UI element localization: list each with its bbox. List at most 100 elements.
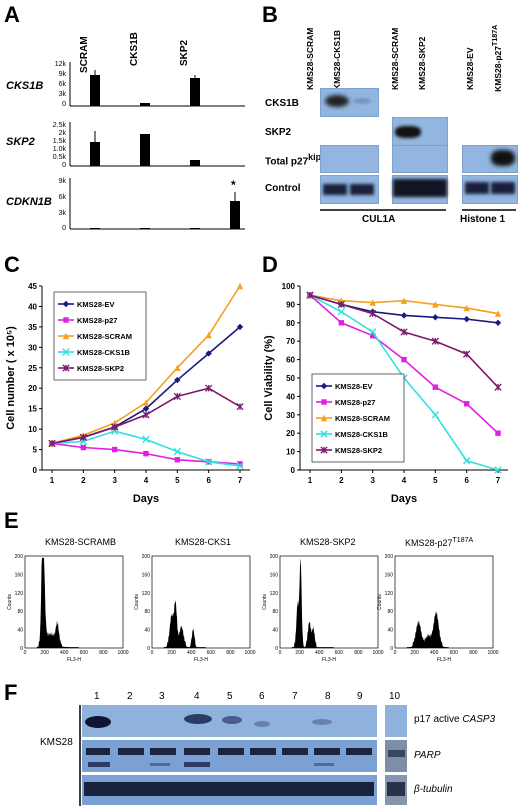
cell-line-label: KMS28	[40, 737, 73, 748]
flow-y-tick: 80	[144, 609, 150, 615]
flow-x-tick: 1000	[487, 650, 498, 656]
bar-cdkn1b-skp2	[190, 228, 200, 229]
blot-control-2	[392, 175, 448, 204]
flow-x-tick: 1000	[244, 650, 255, 656]
lane-number: 2	[127, 691, 133, 702]
significance-star: *	[231, 178, 236, 192]
point	[48, 439, 56, 448]
y-tick-label: 20	[28, 384, 37, 393]
panel-letter-a: A	[4, 2, 20, 27]
flow-x-tick: 800	[469, 650, 478, 656]
point	[80, 444, 87, 451]
point	[462, 457, 471, 465]
point	[79, 433, 87, 441]
point	[337, 308, 346, 316]
point	[237, 461, 243, 467]
y-tick-label: 5	[33, 446, 38, 455]
flow-x-label: FL3-H	[437, 657, 451, 663]
blot-skp2	[392, 117, 448, 147]
y-tick-label: 40	[286, 392, 295, 401]
flow-x-tick: 800	[354, 650, 363, 656]
flow-title-scramb: KMS28-SCRAMB	[45, 537, 117, 547]
point	[400, 312, 408, 319]
flow-x-tick: 400	[430, 650, 439, 656]
flow-y-tick: 120	[270, 591, 279, 597]
blot-p27-3	[462, 145, 518, 173]
flow-x-tick: 600	[450, 650, 459, 656]
gene-cks1b: CKS1B	[6, 80, 44, 92]
flow-y-tick: 80	[387, 609, 393, 615]
label-tubulin: β-tubulin	[414, 784, 453, 795]
flow-x-tick: 0	[24, 650, 27, 656]
x-tick-label: 5	[175, 476, 180, 485]
point	[431, 337, 439, 345]
flow-x-tick: 200	[410, 650, 419, 656]
point	[320, 446, 328, 454]
chart-d: 0 10 20 30 40 50 60 70 80 90 100 1 2 3 4 5 6 7 Days Cell Vi…	[263, 282, 508, 505]
panel-letter-f: F	[4, 680, 18, 705]
bar-cks1b-scram	[90, 75, 100, 106]
flow-y-tick: 200	[270, 554, 279, 560]
flow-y-tick: 0	[20, 646, 23, 652]
point	[236, 402, 244, 411]
flow-x-tick: 0	[394, 650, 397, 656]
bar-skp2-scram	[90, 142, 100, 166]
lane-number: 4	[194, 691, 200, 702]
tick: 2k	[58, 130, 66, 137]
tick: 12k	[54, 61, 66, 68]
y-tick-label: 70	[286, 337, 295, 346]
point	[320, 414, 328, 422]
flow-x-tick: 1000	[372, 650, 383, 656]
point	[432, 314, 439, 321]
point	[337, 300, 345, 309]
point	[205, 350, 212, 357]
point	[369, 332, 376, 339]
x-tick-label: 4	[402, 476, 407, 485]
tick: 0	[62, 101, 66, 108]
y-tick-label: 15	[28, 405, 37, 414]
tick: 1.0k	[52, 146, 66, 153]
flow-y-tick: 80	[272, 609, 278, 615]
legend-label: KMS28-SCRAM	[335, 414, 390, 423]
panel-letter-b: B	[262, 2, 278, 27]
legend-label: KMS28-EV	[335, 382, 373, 391]
point	[236, 282, 244, 290]
y-tick-label: 60	[286, 356, 295, 365]
point	[463, 315, 470, 323]
flow-x-tick: 0	[279, 650, 282, 656]
panel-a-bars	[69, 62, 245, 230]
point	[236, 462, 244, 470]
x-tick-label: 7	[238, 476, 243, 485]
flow-x-tick: 600	[335, 650, 344, 656]
panel-letter-c: C	[4, 252, 20, 277]
flow-histogram-fill	[25, 557, 123, 648]
gene-skp2: SKP2	[6, 136, 35, 148]
flow-title-p27: KMS28-p27T187A	[405, 537, 474, 548]
x-tick-label: 5	[433, 476, 438, 485]
flow-x-tick: 1000	[117, 650, 128, 656]
point	[174, 376, 181, 384]
point	[62, 300, 70, 308]
y-axis-label: Cell Viability (%)	[263, 335, 275, 421]
tick: 6k	[58, 194, 66, 201]
flow-frame	[394, 555, 494, 649]
flow-x-label: FL3-H	[67, 657, 81, 663]
blot-p27-1	[320, 145, 379, 173]
y-tick-label: 40	[28, 302, 37, 311]
lane-number: 7	[292, 691, 298, 702]
point	[494, 383, 502, 391]
point	[400, 328, 408, 336]
lane-number: 5	[227, 691, 233, 702]
y-tick-label: 50	[286, 374, 295, 383]
tick: 0	[62, 225, 66, 232]
flow-y-tick: 0	[390, 646, 393, 652]
point	[494, 310, 502, 317]
y-tick-label: 0	[291, 466, 296, 475]
point	[236, 323, 244, 331]
flow-y-tick: 200	[142, 554, 151, 560]
flow-y-tick: 40	[387, 628, 393, 634]
flow-x-label: FL3-H	[194, 657, 208, 663]
x-axis-label: Days	[133, 493, 159, 505]
